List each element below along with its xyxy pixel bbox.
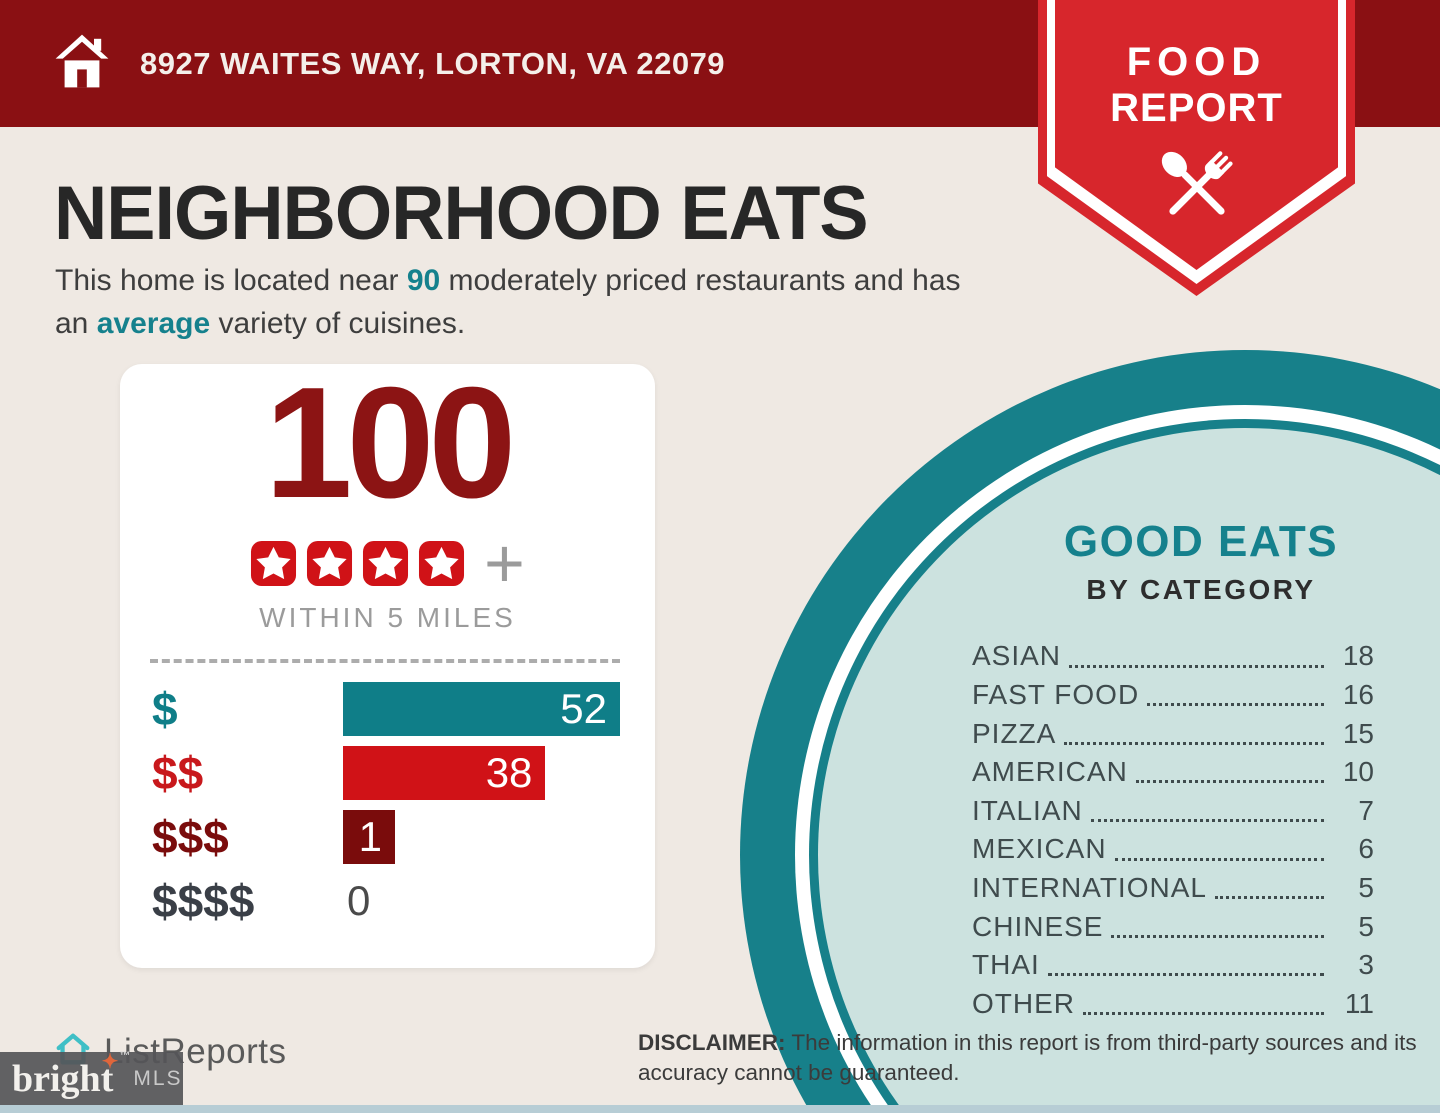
category-row: CHINESE 5 (972, 904, 1374, 943)
price-bar-row: $$ 38 (152, 746, 625, 800)
bright-star-icon: ✦ (101, 1050, 119, 1073)
dotted-leader (1214, 896, 1324, 900)
dotted-leader (1069, 664, 1324, 668)
category-count: 18 (1342, 640, 1374, 672)
page-title: NEIGHBORHOOD EATS (54, 171, 869, 256)
category-count: 16 (1342, 679, 1374, 710)
dotted-leader (1090, 818, 1324, 822)
category-count: 5 (1358, 871, 1374, 903)
star-icon (418, 540, 465, 587)
price-bar-row: $$$$ 0 (152, 874, 625, 928)
restaurant-count: 90 (406, 264, 441, 297)
category-count: 15 (1342, 717, 1374, 749)
price-bar: 1 (343, 810, 395, 864)
good-eats-subtitle: BY CATEGORY (1086, 574, 1316, 605)
category-row: PIZZA 15 (972, 711, 1374, 750)
category-count: 10 (1342, 756, 1374, 788)
price-bar-value: 52 (560, 685, 607, 732)
star-icon (306, 540, 353, 587)
disclaimer-text: The information in this report is from t… (638, 1030, 1417, 1085)
property-address: 8927 WAITES WAY, LORTON, VA 22079 (140, 45, 726, 81)
star-icon (250, 540, 297, 587)
category-row: ASIAN 18 (972, 634, 1374, 673)
good-eats-title: GOOD EATS (1063, 517, 1339, 566)
good-eats-panel: GOOD EATS BY CATEGORY ASIAN 18 FAST FOOD 16… (972, 520, 1374, 1020)
dotted-leader (1114, 857, 1324, 861)
radius-label: WITHIN 5 MILES (259, 602, 516, 633)
plus-icon: + (484, 524, 525, 602)
disclaimer: DISCLAIMER: The information in this repo… (638, 1028, 1428, 1087)
bright-mls-watermark: bright ✦ ™ MLS (0, 1049, 183, 1105)
price-level-label: $ (152, 683, 178, 735)
category-row: THAI 3 (972, 943, 1374, 982)
category-row: FAST FOOD 16 (972, 673, 1374, 712)
restaurant-score: 100 (264, 355, 517, 531)
category-label: THAI (972, 949, 1040, 981)
price-bar-track: 52 (343, 682, 625, 736)
price-bar-value: 0 (347, 877, 371, 924)
food-report-ribbon: FOOD REPORT (1038, 0, 1355, 296)
price-bar: 38 (343, 746, 546, 800)
category-label: FAST FOOD (972, 679, 1140, 710)
disclaimer-label: DISCLAIMER: (638, 1030, 786, 1055)
score-card: 100 + WITHIN 5 MILES $52 $$ 38 $$$ 1 $$$$ 0 (120, 364, 655, 968)
category-row: OTHER 11 (972, 981, 1374, 1020)
price-level-label: $$$ (152, 811, 229, 863)
dashed-divider (150, 659, 620, 663)
home-icon (52, 31, 112, 96)
category-label: MEXICAN (972, 833, 1107, 865)
category-label: CHINESE (972, 910, 1104, 942)
price-bar: 52 (343, 682, 620, 736)
dotted-leader (1147, 703, 1324, 707)
category-count: 3 (1358, 949, 1374, 981)
variety-highlight: average (96, 306, 211, 340)
category-row: AMERICAN 10 (972, 750, 1374, 789)
category-count: 7 (1358, 794, 1374, 826)
trademark-symbol: ™ (119, 1049, 131, 1062)
intro-text: This home is located near 90 moderately … (55, 260, 995, 345)
price-bar-track: 1 (343, 810, 625, 864)
category-label: PIZZA (972, 717, 1057, 749)
category-list: ASIAN 18 FAST FOOD 16 PIZZA 15 AMERICAN 10 ITALI… (972, 634, 1374, 1020)
category-row: INTERNATIONAL 5 (972, 866, 1374, 905)
category-row: ITALIAN 7 (972, 788, 1374, 827)
price-bar-value: 38 (485, 749, 533, 796)
category-count: 5 (1358, 910, 1374, 942)
price-bar-track: 38 (343, 746, 625, 800)
intro-text-mid: moderately priced restaurants and has an (55, 264, 961, 340)
price-level-label: $$ (152, 747, 204, 799)
price-bar-track: 0 (343, 874, 625, 928)
dotted-leader (1083, 1011, 1324, 1015)
star-icon (362, 540, 409, 587)
dotted-leader (1111, 934, 1324, 938)
price-bars: $52 $$ 38 $$$ 1 $$$$ 0 (152, 682, 625, 938)
price-bar-row: $$$ 1 (152, 810, 625, 864)
dotted-leader (1135, 780, 1324, 784)
bottom-strip (0, 1105, 1440, 1113)
category-row: MEXICAN 6 (972, 827, 1374, 866)
category-count: 6 (1358, 833, 1374, 865)
mls-label: MLS (133, 1066, 183, 1090)
dotted-leader (1047, 973, 1324, 977)
category-label: ASIAN (972, 640, 1062, 672)
ribbon-title-line2: REPORT (1110, 86, 1283, 130)
price-level-label: $$$$ (152, 875, 255, 927)
intro-text-post: variety of cuisines. (210, 306, 466, 340)
category-count: 11 (1344, 987, 1374, 1019)
price-bar-row: $52 (152, 682, 625, 736)
category-label: AMERICAN (972, 756, 1128, 788)
bright-wordmark: bright ✦ ™ (12, 1049, 131, 1100)
category-label: ITALIAN (972, 794, 1083, 826)
category-label: OTHER (972, 987, 1075, 1019)
category-label: INTERNATIONAL (972, 871, 1207, 903)
spoon-fork-icon (1150, 140, 1244, 239)
price-bar-value: 1 (358, 813, 382, 860)
intro-text-pre: This home is located near (55, 264, 407, 297)
stars-row: + (120, 524, 655, 602)
ribbon-title-line1: FOOD (1126, 40, 1267, 84)
dotted-leader (1064, 741, 1324, 745)
